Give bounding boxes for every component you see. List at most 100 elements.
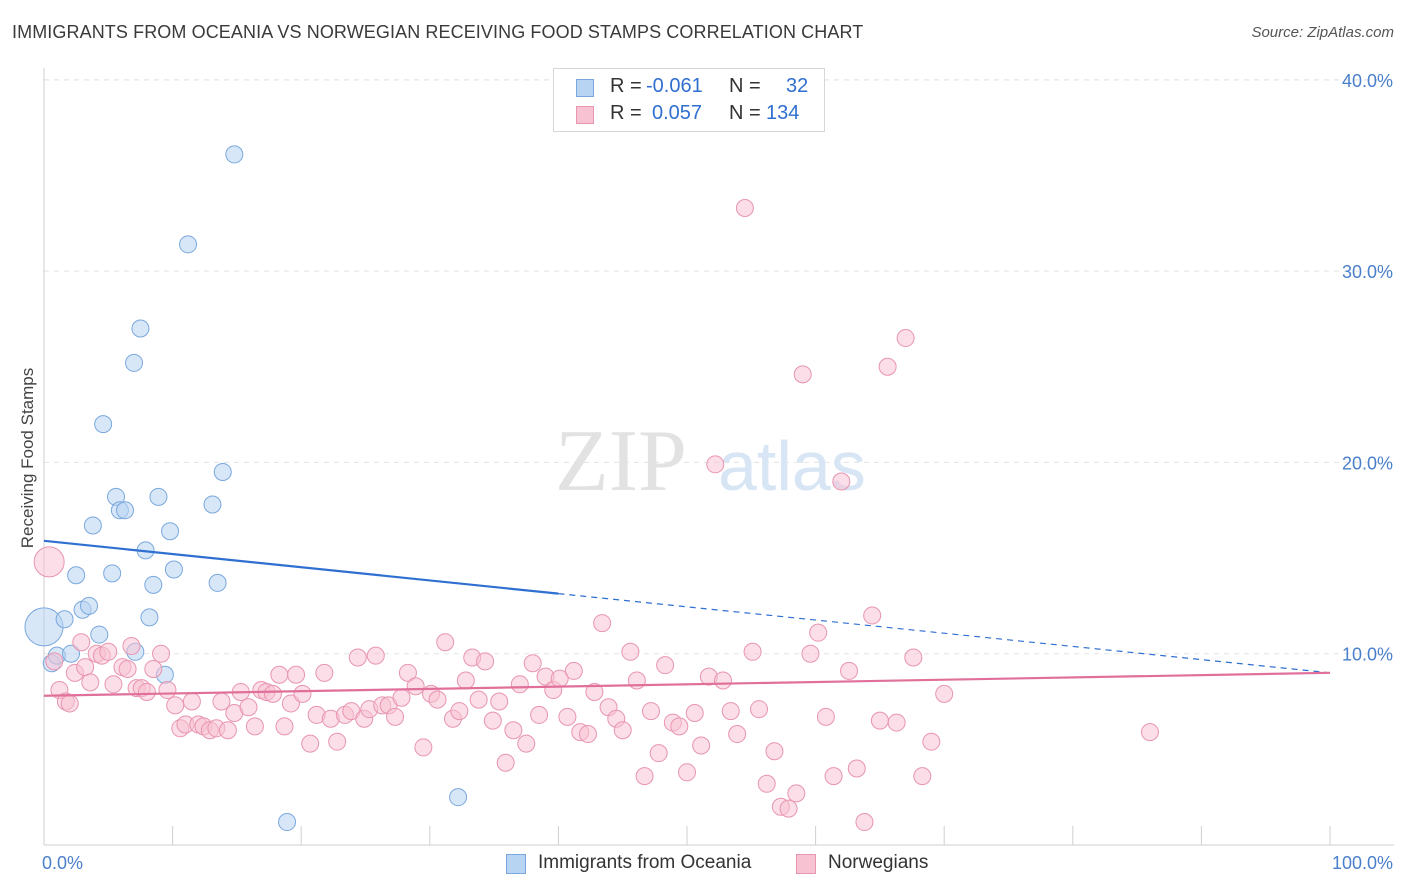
y-axis-label: Receiving Food Stamps [18,368,37,548]
norwegian-point [757,774,776,793]
norwegian-point [315,663,334,682]
norwegian-point [144,660,163,679]
oceania-swatch [576,79,594,97]
norwegian-point [863,606,882,625]
norwegian-point [483,711,502,730]
norwegian-point [263,684,282,703]
norwegian-point [476,652,495,671]
y-tick-label: 30.0% [1342,262,1393,282]
norwegian-point [935,684,954,703]
norwegian-point [72,633,91,652]
norwegian-point [743,642,762,661]
norwegian-point [152,644,171,663]
norwegian-point [870,711,889,730]
norwegian-point [239,698,258,717]
oceania-point [24,607,64,647]
norwegian-point [406,677,425,696]
norwegian-point [469,690,488,709]
legend-row-norwegian: R = 0.057 N = 134 [554,102,824,128]
oceania-point [116,501,135,520]
chart-title: IMMIGRANTS FROM OCEANIA VS NORWEGIAN REC… [12,22,864,42]
norwegian-point [523,654,542,673]
norwegian-point [104,675,123,694]
norwegian-point [721,702,740,721]
norwegian-point [99,642,118,661]
x-axis-ticks [43,826,1331,845]
norwegian-point [270,665,289,684]
norwegian-point [787,784,806,803]
norwegian-point [896,329,915,348]
norwegian-point [348,648,367,667]
series-legend: Immigrants from Oceania Norwegians [0,852,1406,878]
norwegian-point [578,725,597,744]
norwegian-point [450,702,469,721]
norwegian-point [913,767,932,786]
norwegian-point [613,721,632,740]
norwegian-point [564,661,583,680]
norwegian-point [81,673,100,692]
norwegian-point [750,700,769,719]
norwegian-point [166,696,185,715]
norwegian-point [33,546,65,578]
norwegian-point [809,623,828,642]
norwegian-point [182,692,201,711]
x-tick-min: 0.0% [42,853,83,873]
oceania-point [161,522,180,541]
gridlines [44,79,1394,655]
norwegian-point [386,707,405,726]
norwegian-point [649,744,668,763]
oceania-point [449,788,468,807]
norwegian-point [765,742,784,761]
norwegian-point [414,738,433,757]
norwegian-point [855,813,874,832]
oceania-point [140,608,159,627]
oceania-point [208,573,227,592]
norwegian-point [904,648,923,667]
norwegian-point [593,614,612,633]
norwegian-point [922,732,941,751]
norwegian-point [76,658,95,677]
norwegian-point [816,707,835,726]
norwegian-point [847,759,866,778]
norwegian-point [496,753,515,772]
watermark-atlas: atlas [718,427,866,505]
norwegian-point [878,357,897,376]
norwegian-point [530,705,549,724]
oceania-point [80,596,99,615]
oceania-point [67,566,86,585]
legend-n-value: 32 [786,75,809,97]
norwegian-point [585,682,604,701]
legend-r-value: -0.061 [646,75,703,97]
norwegian-point [436,633,455,652]
norwegian-point [504,721,523,740]
source-attribution: Source: ZipAtlas.com [1251,24,1394,41]
norwegian-point [670,717,689,736]
norwegian-point [122,637,141,656]
correlation-legend: R = -0.061 N = 32 R = 0.057 N = 134 [553,68,825,132]
oceania-point [225,145,244,164]
norwegian-point [1140,723,1159,742]
norwegian-point [840,661,859,680]
y-tick-label: 10.0% [1342,645,1393,665]
oceania-trend-line [43,539,559,595]
oceania-point [144,575,163,594]
oceania-point [278,813,297,832]
norwegian-point [293,684,312,703]
y-tick-label: 20.0% [1342,453,1393,473]
legend-label-oceania: Immigrants from Oceania [538,852,752,873]
norwegian-point [692,736,711,755]
norwegian-point [706,455,725,474]
norwegian-point [366,646,385,665]
oceania-point [90,625,109,644]
legend-n-label: N = [729,102,761,124]
norwegian-points [33,198,1159,832]
norwegian-trend-line [43,671,1331,697]
norwegian-swatch [576,106,594,124]
norwegian-point [685,704,704,723]
norwegian-point [793,365,812,384]
oceania-point [213,462,232,481]
norwegian-point [275,717,294,736]
oceania-point [55,610,74,629]
oceania-point [203,495,222,514]
